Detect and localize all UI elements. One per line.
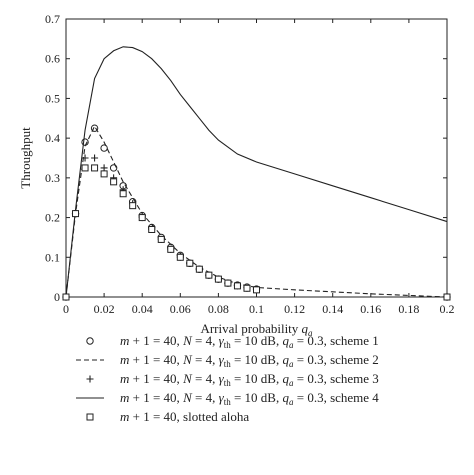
series-5-point [243,284,251,292]
y-tick-label: 0.2 [45,211,60,225]
y-tick-label: 0.5 [45,91,60,105]
series-5-point [100,170,108,178]
series-3-point [81,154,89,162]
x-tick-label: 0.04 [132,302,153,316]
series-5-point [186,259,194,267]
legend-entry: m + 1 = 40, N = 4, γth = 10 dB, qa = 0.3… [86,333,379,350]
legend-label: m + 1 = 40, slotted aloha [120,409,249,424]
series-5-point [72,210,80,218]
series-5-point [176,253,184,261]
y-tick-label: 0 [54,290,60,304]
y-tick-label: 0.7 [45,12,60,26]
x-tick-label: 0.2 [440,302,455,316]
x-tick-label: 0.1 [249,302,264,316]
series-5-point [62,293,70,301]
legend-label: m + 1 = 40, N = 4, γth = 10 dB, qa = 0.3… [120,371,379,388]
y-tick-label: 0.1 [45,250,60,264]
series-5-point [253,286,260,294]
legend-label: m + 1 = 40, N = 4, γth = 10 dB, qa = 0.3… [120,352,379,369]
x-tick-label: 0.16 [360,302,381,316]
series-5-point [138,214,146,222]
x-tick-label: 0 [63,302,69,316]
series-5-point [195,265,203,273]
series-5-point [233,282,241,290]
legend-label: m + 1 = 40, N = 4, γth = 10 dB, qa = 0.3… [120,390,379,407]
y-axis-label: Throughput [18,127,33,189]
series-5-point [119,190,127,198]
series-5-point [167,245,175,253]
x-tick-label: 0.14 [322,302,343,316]
legend-entry: m + 1 = 40, slotted aloha [86,409,249,424]
series-5-point [224,279,232,287]
series-5-point [129,202,137,210]
legend-square-icon [86,413,94,421]
series-5-point [110,178,118,186]
x-tick-label: 0.08 [208,302,229,316]
y-tick-label: 0.6 [45,52,60,66]
legend-plus-icon [86,375,94,383]
series-1-point [100,144,108,152]
series-5-point [214,275,222,283]
y-tick-label: 0.3 [45,171,60,185]
legend-circle-icon [86,337,94,345]
series-5-point [91,164,99,172]
legend-entry: m + 1 = 40, N = 4, γth = 10 dB, qa = 0.3… [76,390,379,407]
x-tick-label: 0.02 [94,302,115,316]
legend-entry: m + 1 = 40, N = 4, γth = 10 dB, qa = 0.3… [86,371,379,388]
series-5-point [148,225,156,233]
series-3-point [100,164,108,172]
series-5-point [205,271,213,279]
legend-label: m + 1 = 40, N = 4, γth = 10 dB, qa = 0.3… [120,333,379,350]
series-line-4 [65,46,448,298]
series-line-2 [65,125,448,298]
series-5-point [81,164,89,172]
series-3-point [91,154,99,162]
series-5-point [443,293,451,301]
x-tick-label: 0.12 [284,302,305,316]
series-5-point [157,235,165,243]
plot-frame [65,18,448,298]
x-axis-label: Arrival probability qa [200,321,313,338]
x-tick-label: 0.18 [398,302,419,316]
legend-entry: m + 1 = 40, N = 4, γth = 10 dB, qa = 0.3… [76,352,379,369]
y-tick-label: 0.4 [45,131,60,145]
x-tick-label: 0.06 [170,302,191,316]
